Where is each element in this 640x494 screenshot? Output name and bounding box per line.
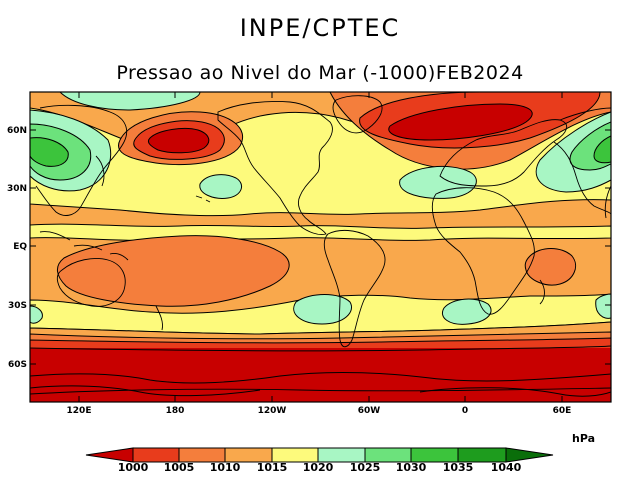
colorbar-label: 1005 [164, 461, 195, 474]
pressure-1020-southpacific [293, 294, 352, 325]
contour-south-3 [30, 385, 261, 397]
lon-tick-label: 120W [258, 406, 287, 416]
pressure-1020-azores [399, 166, 477, 199]
colorbar-1030 [410, 447, 459, 463]
pressure-1000-south [30, 337, 611, 351]
pressure-1020-southatlantic [442, 298, 492, 325]
lat-tick-label: 30S [8, 301, 27, 311]
colorbar-unit: hPa [572, 432, 595, 445]
pressure-1015-band-tropics [30, 223, 611, 241]
colorbar: hPa 1000 1005 1010 1015 1020 1025 1030 1… [85, 432, 595, 474]
colorbar-label: 1015 [257, 461, 288, 474]
coastline-north-america [217, 101, 333, 235]
coastline-antarctica [30, 387, 611, 395]
pressure-1020-westaus [30, 305, 43, 324]
pressure-lt1000-icelandic [388, 103, 533, 141]
map-frame [29, 91, 612, 403]
lat-tick-label: 60N [7, 126, 27, 136]
colorbar-label: 1010 [210, 461, 241, 474]
coastline-new-zealand [155, 305, 163, 331]
colorbar-label: 1020 [303, 461, 334, 474]
colorbar-1015 [271, 447, 319, 463]
colorbar-lt1000 [85, 447, 134, 463]
colorbar-1020 [317, 447, 366, 463]
pressure-1020-northpacific [59, 92, 201, 111]
coastline-africa [431, 187, 535, 315]
coastline-australia [56, 258, 126, 307]
colorbar-label: 1035 [443, 461, 474, 474]
coastline-greenland [332, 95, 383, 134]
pressure-1030-siberian [30, 137, 69, 167]
contour-south-4 [419, 387, 611, 397]
colorbar-label: 1000 [118, 461, 149, 474]
lon-tick-label: 120E [67, 406, 92, 416]
lon-tick-labels: 120E 180 120W 60W 0 60E [67, 406, 572, 416]
lat-tick-label: 60S [8, 360, 27, 370]
colorbar-gt1040 [505, 447, 554, 463]
pressure-1020-southindian [595, 293, 611, 319]
colorbar-1035 [457, 447, 507, 463]
lon-tick-label: 60E [553, 406, 572, 416]
pressure-1005-safrica [524, 248, 576, 286]
lat-axis [30, 129, 611, 365]
colorbar-label: 1040 [491, 461, 522, 474]
colorbar-1005 [178, 447, 226, 463]
pressure-1020-pacific-sub [199, 174, 243, 199]
coastline-india [604, 185, 611, 219]
lat-tick-label: EQ [13, 242, 27, 252]
lon-axis [78, 92, 563, 402]
lat-tick-label: 30N [7, 184, 27, 194]
coastline-asia [35, 104, 611, 216]
pressure-lt1000-south [30, 348, 611, 402]
colorbar-label: 1030 [396, 461, 427, 474]
coastline-japan [95, 155, 105, 187]
org-title: INPE/CPTEC [239, 14, 401, 42]
colorbar-1010 [224, 447, 273, 463]
coastline-hawaii [195, 195, 211, 203]
coastline-europe [439, 119, 568, 187]
colorbar-1025 [364, 447, 412, 463]
lat-tick-labels: 60N 30N EQ 30S 60S [7, 126, 27, 370]
coastline-indonesia [39, 231, 129, 261]
coastlines [30, 95, 611, 395]
map-panel [30, 92, 611, 402]
lon-tick-label: 180 [166, 406, 185, 416]
pressure-lt1000-aleutian [147, 127, 210, 154]
colorbar-label: 1025 [350, 461, 381, 474]
contour-south-1 [30, 345, 611, 352]
map-title: Pressao ao Nivel do Mar (-1000)FEB2024 [116, 62, 524, 84]
lon-tick-label: 0 [462, 406, 468, 416]
contour-south-2 [30, 371, 611, 384]
coastline-madagascar [539, 279, 545, 305]
coastline-south-america [323, 229, 386, 348]
pressure-1030-asia-east [593, 135, 611, 164]
lon-tick-label: 60W [358, 406, 381, 416]
colorbar-1000 [132, 447, 180, 463]
